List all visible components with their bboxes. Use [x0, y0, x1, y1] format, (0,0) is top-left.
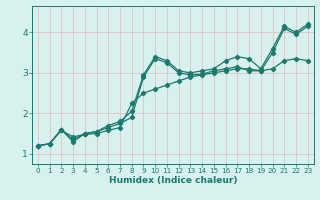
- X-axis label: Humidex (Indice chaleur): Humidex (Indice chaleur): [108, 176, 237, 185]
